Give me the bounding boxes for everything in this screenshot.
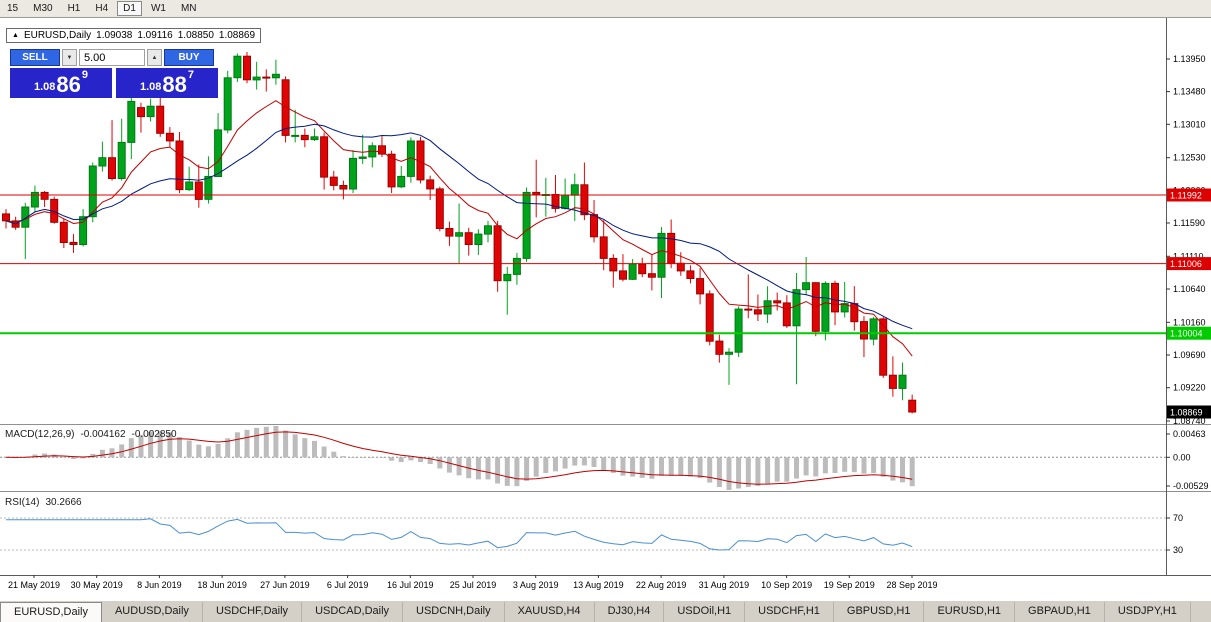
timeframe-button-h4[interactable]: H4: [95, 3, 109, 14]
chart-tabs-bar: EURUSD,Daily AUDUSD,Daily USDCHF,Daily U…: [0, 601, 1211, 622]
chart-window: 1.139501.134801.130101.125301.120601.115…: [0, 18, 1211, 601]
timeframe-button-m15[interactable]: 15: [7, 3, 19, 14]
chart-tab[interactable]: GBPUSD,H1: [834, 602, 925, 622]
sell-price-button[interactable]: 1.08 86 9: [10, 68, 112, 98]
timeframe-button-d1[interactable]: D1: [117, 1, 142, 16]
rsi-name: RSI(14): [5, 497, 40, 508]
svg-text:1.09220: 1.09220: [1173, 383, 1206, 393]
svg-text:0.00463: 0.00463: [1173, 429, 1206, 439]
svg-text:1.10640: 1.10640: [1173, 284, 1206, 294]
macd-indicator-label: MACD(12,26,9) -0.004162 -0.002850: [5, 429, 177, 440]
close-value: 1.08869: [218, 30, 256, 41]
svg-text:10 Sep 2019: 10 Sep 2019: [761, 580, 812, 590]
svg-text:22 Aug 2019: 22 Aug 2019: [636, 580, 687, 590]
svg-text:1.10004: 1.10004: [1170, 329, 1203, 339]
volume-input[interactable]: [79, 49, 145, 66]
svg-text:18 Jun 2019: 18 Jun 2019: [197, 580, 247, 590]
caret-up-icon: ▲: [151, 54, 158, 61]
buy-price-prefix: 1.08: [139, 81, 162, 93]
chart-tab[interactable]: USDCNH,Daily: [403, 602, 505, 622]
buy-price-big: 88: [162, 72, 187, 97]
chart-tab[interactable]: USDCHF,H1: [745, 602, 834, 622]
svg-text:1.12530: 1.12530: [1173, 153, 1206, 163]
svg-text:0.00: 0.00: [1173, 452, 1191, 462]
svg-text:1.10160: 1.10160: [1173, 317, 1206, 327]
caret-down-icon: ▼: [66, 54, 73, 61]
buy-price-button[interactable]: 1.08 88 7: [116, 68, 218, 98]
price-chart-canvas[interactable]: 1.139501.134801.130101.125301.120601.115…: [0, 18, 1211, 601]
svg-text:1.08869: 1.08869: [1170, 408, 1203, 418]
svg-text:13 Aug 2019: 13 Aug 2019: [573, 580, 624, 590]
sell-price-prefix: 1.08: [33, 81, 56, 93]
macd-signal-value: -0.002850: [131, 429, 177, 440]
buy-button[interactable]: BUY: [164, 49, 214, 66]
svg-text:27 Jun 2019: 27 Jun 2019: [260, 580, 310, 590]
macd-name: MACD(12,26,9): [5, 429, 75, 440]
svg-text:70: 70: [1173, 513, 1183, 523]
volume-increase-button[interactable]: ▲: [147, 49, 162, 66]
timeframe-toolbar: 15 M30 H1 H4 D1 W1 MN: [0, 0, 1211, 18]
svg-text:1.11110: 1.11110: [1173, 251, 1204, 261]
svg-text:1.08740: 1.08740: [1173, 416, 1206, 426]
svg-text:1.11590: 1.11590: [1173, 218, 1205, 228]
svg-text:3 Aug 2019: 3 Aug 2019: [513, 580, 559, 590]
timeframe-button-mn[interactable]: MN: [180, 3, 197, 14]
chart-tab[interactable]: EURUSD,H1: [924, 602, 1016, 622]
svg-text:1.11992: 1.11992: [1170, 191, 1202, 201]
rsi-indicator-label: RSI(14) 30.2666: [5, 497, 82, 508]
rsi-value: 30.2666: [45, 497, 82, 508]
sell-button[interactable]: SELL: [10, 49, 60, 66]
svg-text:25 Jul 2019: 25 Jul 2019: [450, 580, 497, 590]
svg-text:6 Jul 2019: 6 Jul 2019: [327, 580, 369, 590]
volume-decrease-button[interactable]: ▼: [62, 49, 77, 66]
chart-tab[interactable]: USDOil,H1: [664, 602, 746, 622]
chart-tab[interactable]: AUDUSD,Daily: [102, 602, 203, 622]
timeframe-button-h1[interactable]: H1: [67, 3, 81, 14]
svg-text:1.09690: 1.09690: [1173, 350, 1206, 360]
timeframe-button-m30[interactable]: M30: [33, 3, 53, 14]
svg-text:-0.00529: -0.00529: [1173, 481, 1209, 491]
svg-text:1.13950: 1.13950: [1173, 54, 1206, 64]
one-click-collapse-icon[interactable]: ▲: [12, 31, 19, 39]
open-value: 1.09038: [96, 30, 133, 41]
chart-tab[interactable]: XAUUSD,H4: [505, 602, 595, 622]
buy-price-sup: 7: [187, 69, 195, 81]
macd-main-value: -0.004162: [80, 429, 126, 440]
sell-price-sup: 9: [81, 69, 89, 81]
svg-text:16 Jul 2019: 16 Jul 2019: [387, 580, 434, 590]
sell-price-big: 86: [56, 72, 81, 97]
svg-text:21 May 2019: 21 May 2019: [8, 580, 60, 590]
svg-text:28 Sep 2019: 28 Sep 2019: [886, 580, 937, 590]
symbol-label: EURUSD,Daily: [23, 30, 92, 41]
svg-text:30: 30: [1173, 545, 1183, 555]
low-value: 1.08850: [177, 30, 214, 41]
high-value: 1.09116: [137, 30, 173, 41]
symbol-ohlc-box: ▲ EURUSD,Daily 1.09038 1.09116 1.08850 1…: [6, 28, 262, 43]
svg-text:1.13480: 1.13480: [1173, 87, 1206, 97]
svg-text:19 Sep 2019: 19 Sep 2019: [824, 580, 875, 590]
svg-text:1.11006: 1.11006: [1170, 259, 1202, 269]
svg-text:1.13010: 1.13010: [1173, 119, 1206, 129]
svg-text:30 May 2019: 30 May 2019: [71, 580, 123, 590]
chart-tab[interactable]: USDCHF,Daily: [203, 602, 303, 622]
chart-tab[interactable]: GBPAUD,H1: [1015, 602, 1105, 622]
chart-tab[interactable]: USDJPY,H1: [1105, 602, 1191, 622]
chart-tab[interactable]: EURUSD,Daily: [0, 602, 102, 622]
svg-text:31 Aug 2019: 31 Aug 2019: [699, 580, 750, 590]
svg-text:8 Jun 2019: 8 Jun 2019: [137, 580, 182, 590]
chart-tab[interactable]: DJ30,H4: [595, 602, 665, 622]
chart-tab[interactable]: USDCAD,Daily: [302, 602, 404, 622]
timeframe-button-w1[interactable]: W1: [150, 3, 166, 14]
